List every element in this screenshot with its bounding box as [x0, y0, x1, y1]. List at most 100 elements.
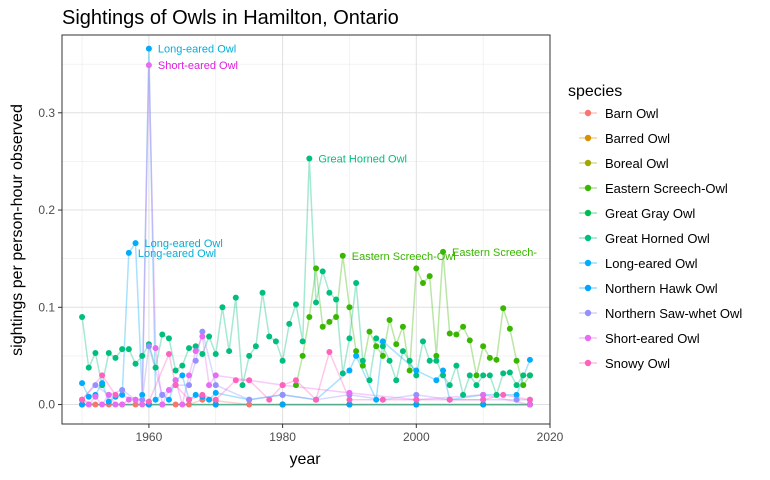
data-point	[192, 357, 199, 364]
legend-item: Great Horned Owl	[579, 231, 710, 246]
data-point	[386, 316, 393, 323]
data-point	[165, 386, 172, 393]
legend-marker	[584, 209, 592, 217]
data-point	[480, 372, 487, 379]
data-point	[346, 367, 353, 374]
data-point	[232, 294, 239, 301]
data-point	[139, 391, 146, 398]
data-point	[339, 370, 346, 377]
data-point	[145, 45, 152, 52]
data-point	[513, 357, 520, 364]
legend-item: Northern Hawk Owl	[579, 281, 718, 296]
data-point	[132, 396, 139, 403]
data-point	[85, 401, 92, 408]
data-point	[119, 401, 126, 408]
data-point	[286, 320, 293, 327]
legend-label: Boreal Owl	[605, 156, 669, 171]
data-point	[119, 391, 126, 398]
data-point	[199, 328, 206, 335]
data-point	[319, 323, 326, 330]
data-point	[333, 296, 340, 303]
data-point	[292, 377, 299, 384]
data-point	[159, 331, 166, 338]
data-point	[346, 396, 353, 403]
data-point	[346, 335, 353, 342]
data-point	[279, 401, 286, 408]
data-point	[480, 391, 487, 398]
data-point	[413, 367, 420, 374]
data-point	[165, 396, 172, 403]
y-axis-label: sightings per person-hour observed	[9, 104, 26, 356]
data-point	[186, 401, 193, 408]
data-point	[246, 377, 253, 384]
x-tick-label: 1980	[269, 430, 296, 444]
data-point	[246, 352, 253, 359]
legend-item: Barn Owl	[579, 106, 659, 121]
legend-marker	[584, 184, 592, 192]
data-point	[506, 325, 513, 332]
data-point	[379, 352, 386, 359]
data-point	[226, 348, 233, 355]
data-point	[212, 372, 219, 379]
legend-label: Great Horned Owl	[605, 231, 710, 246]
data-point	[346, 389, 353, 396]
data-point	[500, 305, 507, 312]
data-point	[246, 396, 253, 403]
data-point	[206, 382, 213, 389]
data-point	[386, 357, 393, 364]
data-point	[520, 382, 527, 389]
data-point	[179, 401, 186, 408]
data-point	[413, 396, 420, 403]
data-point	[446, 330, 453, 337]
data-point	[433, 352, 440, 359]
data-point	[165, 335, 172, 342]
legend-marker	[584, 159, 592, 167]
data-point	[480, 396, 487, 403]
legend-label: Long-eared Owl	[605, 256, 698, 271]
data-point	[159, 391, 166, 398]
data-point	[139, 396, 146, 403]
data-point	[266, 396, 273, 403]
data-point	[500, 391, 507, 398]
data-point	[92, 382, 99, 389]
data-point	[125, 346, 132, 353]
data-point	[239, 382, 246, 389]
data-point	[419, 279, 426, 286]
data-point	[366, 328, 373, 335]
data-point	[339, 252, 346, 259]
data-point	[79, 401, 86, 408]
data-point	[333, 314, 340, 321]
data-point	[359, 362, 366, 369]
data-point	[373, 343, 380, 350]
data-point	[125, 249, 132, 256]
data-point	[212, 350, 219, 357]
data-point	[192, 391, 199, 398]
data-point	[433, 377, 440, 384]
data-point	[526, 356, 533, 363]
data-point	[473, 382, 480, 389]
data-point	[279, 382, 286, 389]
data-point	[186, 382, 193, 389]
data-point	[413, 401, 420, 408]
y-tick-label: 0.2	[38, 203, 55, 217]
data-point	[199, 333, 206, 340]
plot-background	[62, 35, 550, 424]
data-point	[206, 396, 213, 403]
legend-item: Snowy Owl	[579, 356, 670, 371]
data-point	[473, 372, 480, 379]
data-point	[379, 338, 386, 345]
data-point	[313, 299, 320, 306]
y-tick-label: 0.0	[38, 398, 55, 412]
data-point	[212, 389, 219, 396]
legend-item: Boreal Owl	[579, 156, 669, 171]
data-point	[399, 348, 406, 355]
data-point	[272, 338, 279, 345]
data-point	[393, 341, 400, 348]
data-point	[306, 155, 313, 162]
data-point	[353, 352, 360, 359]
data-point	[319, 268, 326, 275]
data-point	[440, 367, 447, 374]
data-point	[79, 380, 86, 387]
